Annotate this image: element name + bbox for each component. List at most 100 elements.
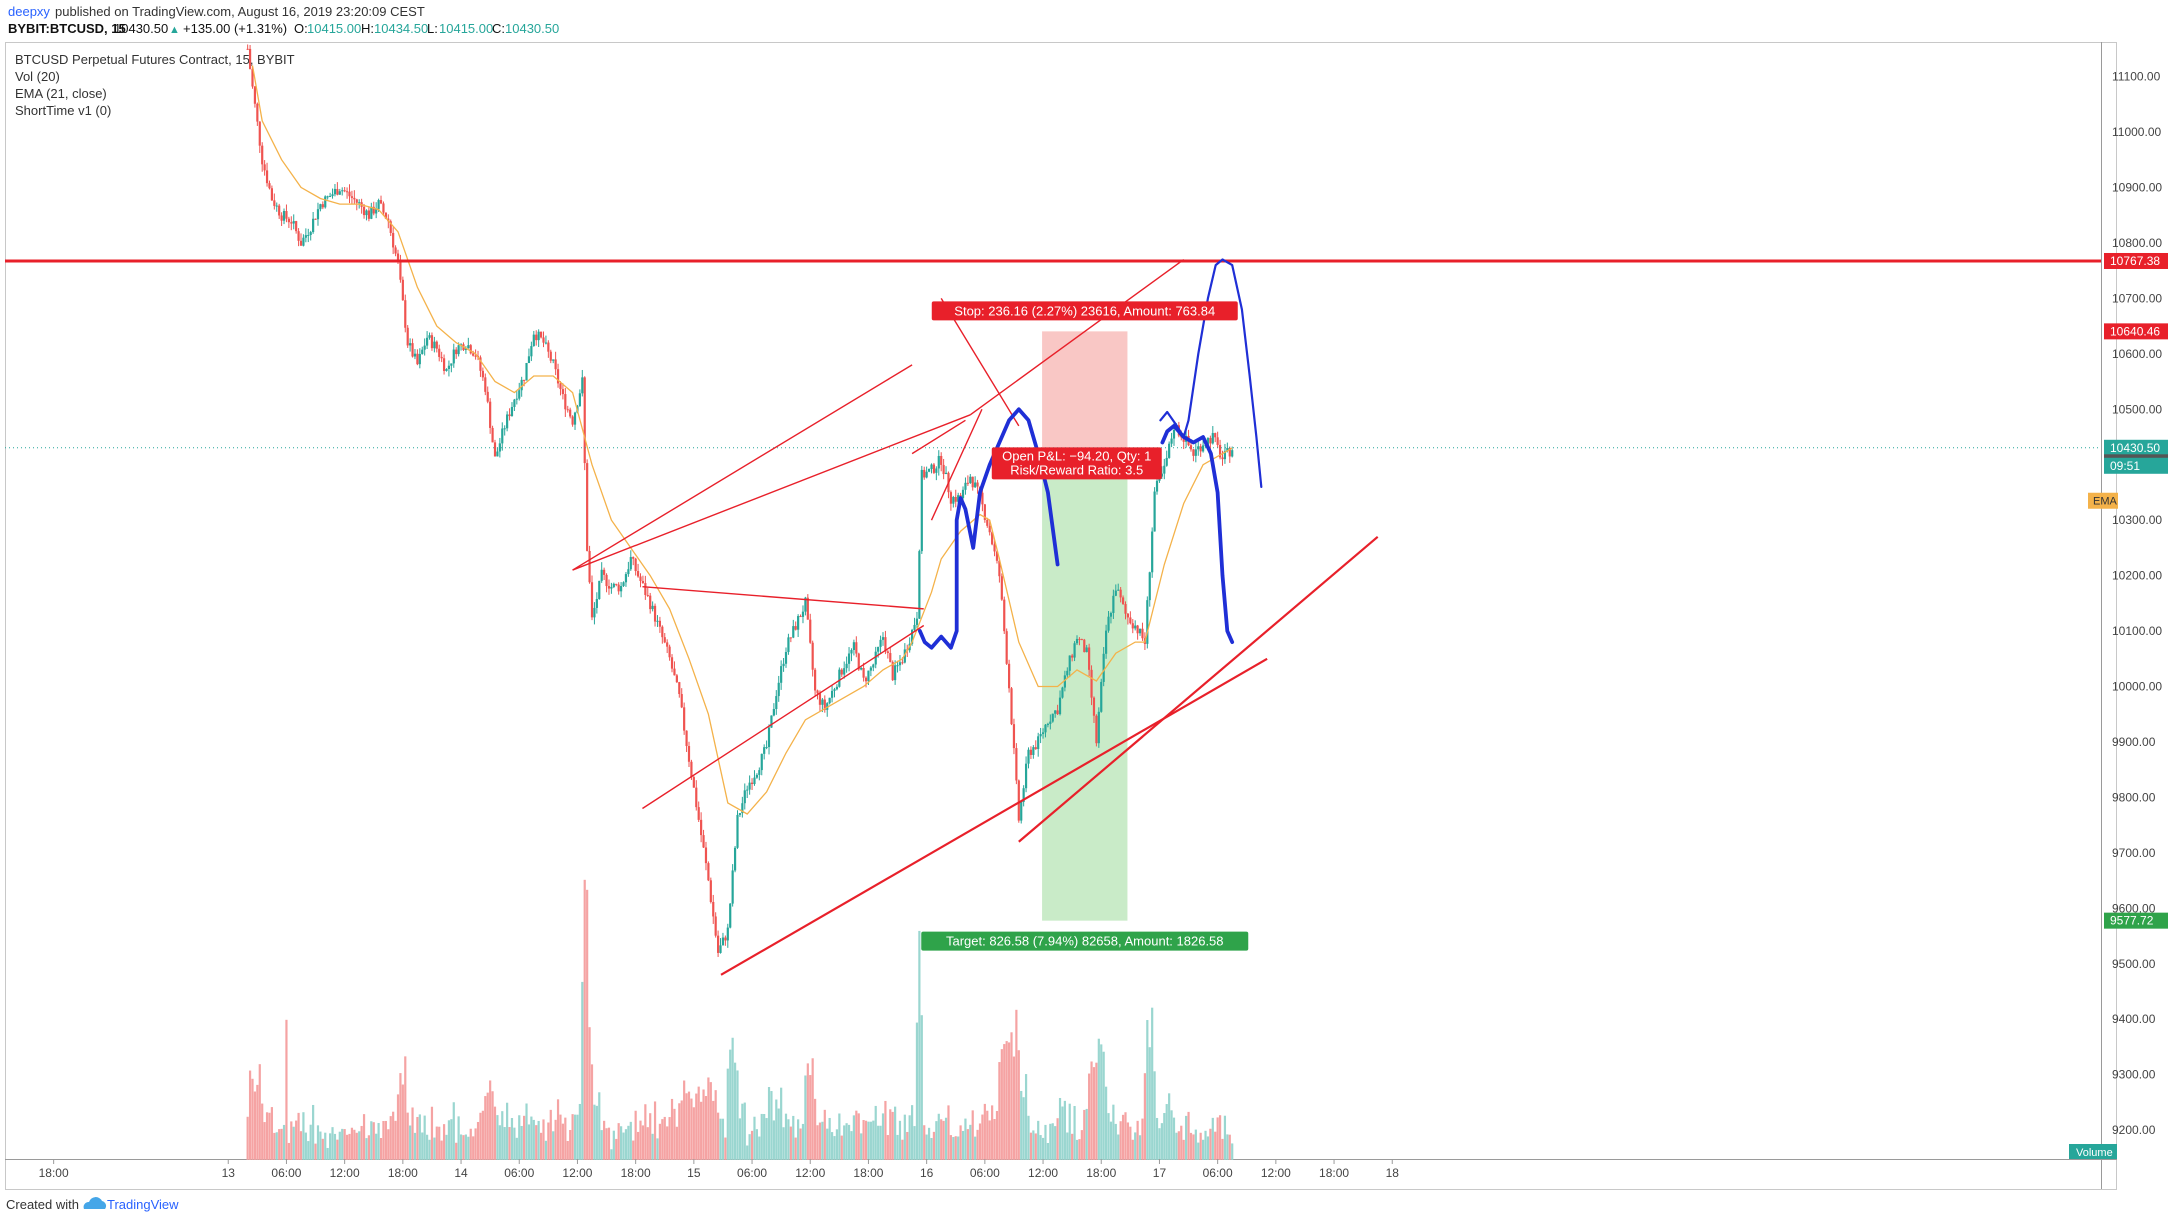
volume-bar bbox=[586, 889, 589, 1160]
volume-bar bbox=[409, 1125, 412, 1160]
volume-bar bbox=[843, 1125, 846, 1160]
volume-bar bbox=[903, 1114, 906, 1160]
volume-bar bbox=[911, 1105, 914, 1160]
candle-body bbox=[343, 190, 346, 192]
forecast-curves[interactable] bbox=[918, 258, 1263, 650]
candle-body bbox=[530, 346, 533, 357]
candle-body bbox=[644, 583, 647, 595]
time-tick-label: 18:00 bbox=[621, 1166, 651, 1180]
volume-bar bbox=[845, 1123, 848, 1160]
author-name[interactable]: deepxy bbox=[8, 4, 50, 19]
candle-body bbox=[336, 188, 339, 195]
candle-body bbox=[285, 211, 288, 219]
volume-bar bbox=[1155, 1117, 1159, 1160]
volume-bar bbox=[295, 1120, 298, 1160]
candle-body bbox=[692, 777, 695, 788]
volume-bar bbox=[615, 1138, 618, 1160]
volume-bar bbox=[804, 1075, 807, 1160]
candle-body bbox=[801, 611, 805, 617]
candle-body bbox=[743, 790, 746, 804]
volume-bar bbox=[394, 1120, 397, 1160]
legend-series[interactable]: BTCUSD Perpetual Futures Contract, 15, B… bbox=[15, 52, 295, 67]
brand-name[interactable]: TradingView bbox=[107, 1197, 179, 1212]
volume-bar bbox=[561, 1123, 564, 1160]
volume-bar bbox=[1085, 1108, 1088, 1160]
candle-body bbox=[312, 218, 315, 233]
candle-body bbox=[549, 351, 552, 361]
candle-body bbox=[331, 194, 334, 197]
volume-bar bbox=[348, 1133, 351, 1160]
candle-body bbox=[622, 582, 625, 587]
candle-body bbox=[401, 279, 404, 301]
candle-body bbox=[362, 206, 366, 216]
candle-body bbox=[1049, 721, 1052, 724]
legend-ema[interactable]: EMA (21, close) bbox=[15, 86, 107, 101]
candle-body bbox=[961, 489, 965, 499]
volume-bar bbox=[498, 1125, 501, 1160]
candle-body bbox=[1121, 597, 1125, 605]
volume-bar bbox=[1199, 1132, 1202, 1160]
candle-body bbox=[1199, 446, 1202, 452]
candle-body bbox=[513, 399, 516, 407]
candle-body bbox=[695, 787, 698, 808]
candle-body bbox=[767, 727, 771, 748]
volume-bar bbox=[523, 1115, 526, 1160]
high-value: 10434.50 bbox=[374, 21, 428, 36]
candle-body bbox=[365, 210, 368, 216]
volume-bar bbox=[438, 1126, 441, 1160]
candle-body bbox=[1228, 448, 1231, 457]
candle-body bbox=[503, 428, 506, 430]
time-tick-label: 16 bbox=[920, 1166, 934, 1180]
time-axis[interactable]: 18:00 13 06:00 12:00 18:00 14 06:00 12:00 18:00 1… bbox=[39, 1159, 1400, 1180]
candle-body bbox=[952, 496, 955, 504]
stop-label: Stop: 236.16 (2.27%) 23616, Amount: 763.… bbox=[954, 303, 1215, 318]
volume-bar bbox=[663, 1116, 666, 1160]
volume-bar bbox=[464, 1134, 467, 1160]
candle-body bbox=[717, 935, 720, 953]
volume-bar bbox=[571, 1114, 574, 1160]
legend-shorttime[interactable]: ShortTime v1 (0) bbox=[15, 103, 111, 118]
price-axis[interactable]: 11100.00 11000.00 10900.00 10800.00 10700.00… bbox=[2069, 70, 2168, 1159]
volume-bar bbox=[901, 1139, 904, 1160]
candle-body bbox=[981, 492, 984, 505]
ema-tag: EMA bbox=[2093, 496, 2118, 508]
volume-bar bbox=[944, 1117, 948, 1160]
candle-body bbox=[600, 569, 603, 581]
candle-body bbox=[835, 686, 839, 690]
open-label: O: bbox=[294, 21, 308, 36]
volume-bar bbox=[700, 1101, 703, 1160]
volume-bar bbox=[988, 1120, 991, 1160]
volume-bar bbox=[535, 1125, 538, 1160]
candle-body bbox=[556, 369, 560, 384]
volume-bar bbox=[459, 1134, 463, 1160]
volume-bar bbox=[707, 1077, 710, 1160]
volume-bar bbox=[1073, 1105, 1076, 1160]
volume-bar bbox=[518, 1115, 521, 1160]
volume-bar bbox=[760, 1113, 763, 1160]
candle-body bbox=[782, 663, 785, 667]
legend-volume[interactable]: Vol (20) bbox=[15, 69, 60, 84]
volume-bar bbox=[362, 1114, 366, 1160]
target-label-bg bbox=[921, 931, 1249, 951]
volume-bar bbox=[549, 1109, 552, 1160]
candle-body bbox=[636, 571, 640, 577]
volume-bar bbox=[1000, 1049, 1003, 1160]
candle-body bbox=[799, 616, 802, 618]
volume-bar bbox=[365, 1138, 368, 1160]
volume-bar bbox=[392, 1111, 395, 1160]
volume-bar bbox=[954, 1136, 957, 1160]
volume-bar bbox=[333, 1133, 337, 1160]
time-tick-label: 06:00 bbox=[1203, 1166, 1233, 1180]
candle-body bbox=[707, 863, 710, 881]
candle-body bbox=[860, 667, 863, 670]
candle-body bbox=[1112, 595, 1115, 613]
candle-body bbox=[607, 586, 611, 589]
volume-bar bbox=[1182, 1139, 1185, 1160]
volume-bar bbox=[661, 1119, 664, 1160]
candle-body bbox=[367, 210, 370, 219]
candle-body bbox=[333, 188, 337, 195]
volume-bar bbox=[263, 1122, 266, 1160]
time-tick-label: 18 bbox=[1386, 1166, 1400, 1180]
candle-body bbox=[988, 525, 991, 533]
